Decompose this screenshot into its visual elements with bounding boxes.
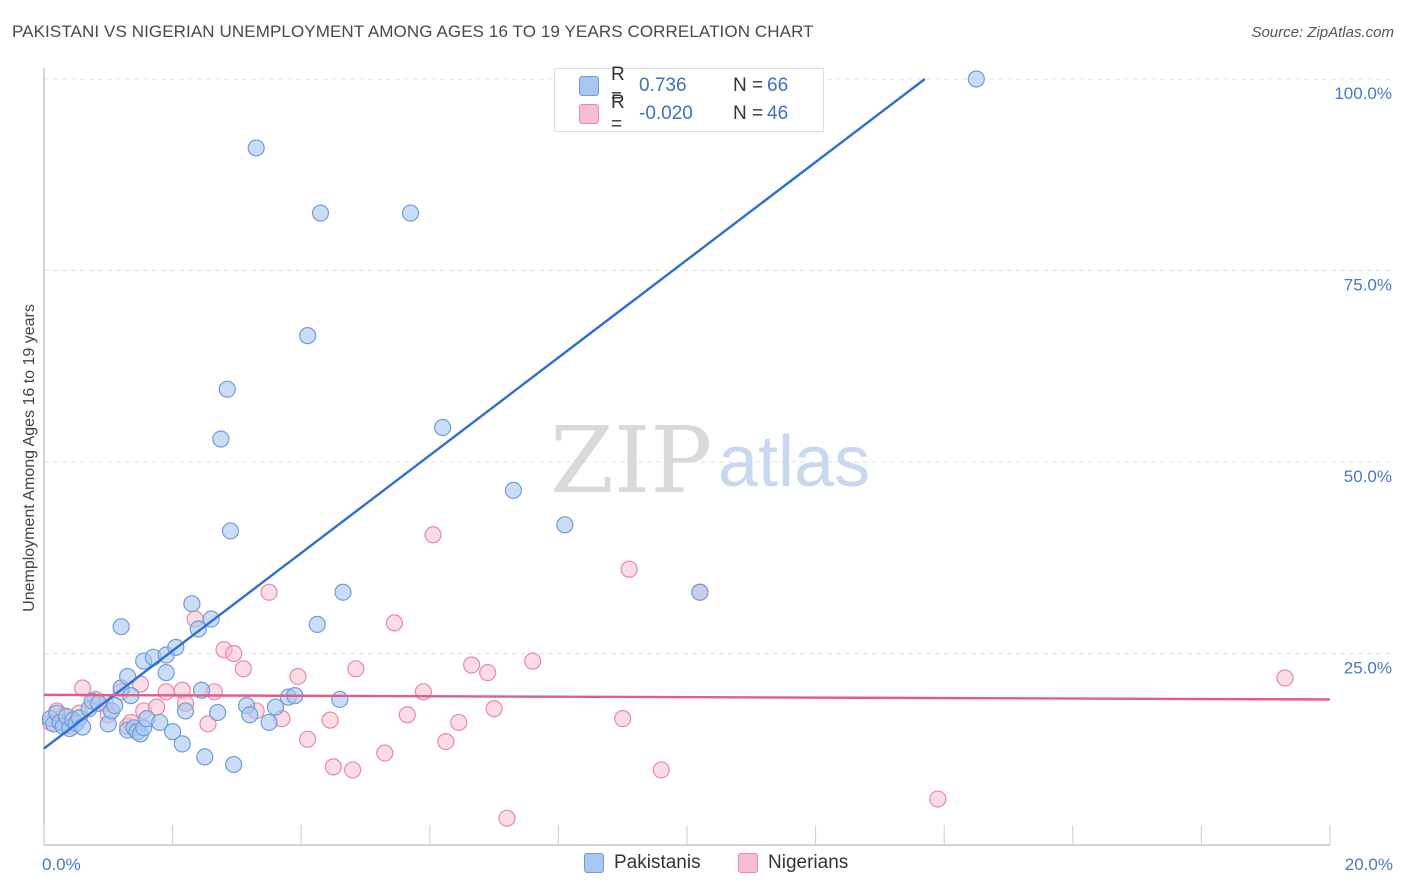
legend-n-label: N = — [733, 103, 764, 124]
nigerian-point — [524, 652, 542, 670]
bottom-legend-nigerians[interactable]: Nigerians — [738, 852, 848, 874]
pakistani-point — [266, 698, 285, 716]
nigerian-point — [485, 700, 503, 718]
y-axis-title: Unemployment Among Ages 16 to 19 years — [21, 304, 38, 612]
bottom-legend-pakistanis[interactable]: Pakistanis — [584, 852, 701, 874]
nigerians-label: Nigerians — [768, 852, 849, 873]
watermark: ZIP atlas — [550, 407, 870, 514]
nigerian-point — [424, 526, 442, 544]
legend-swatch-nigerians — [579, 104, 599, 124]
watermark-atlas: atlas — [718, 422, 870, 502]
pakistani-point — [73, 718, 92, 736]
pakistanis-swatch — [584, 853, 604, 873]
correlation-legend: R = 0.736 N = 66 R = -0.020 N = 46 — [554, 64, 824, 135]
pakistani-point — [112, 618, 130, 636]
nigerian-point — [498, 809, 516, 827]
pakistani-point — [106, 696, 124, 715]
legend-r-label: R = — [611, 64, 625, 107]
pakistani-point — [221, 522, 240, 540]
legend-n-label: N = — [733, 75, 764, 96]
nigerian-point — [299, 730, 317, 748]
pakistani-point — [176, 702, 195, 720]
legend-row-nigerians: R = -0.020 N = 46 — [579, 92, 789, 135]
pakistani-point — [401, 204, 420, 222]
pakistani-trend-line — [43, 78, 926, 750]
pakistani-point — [331, 690, 349, 709]
y-tick-label: 25.0% — [1344, 659, 1392, 678]
legend-swatch-pakistanis — [579, 76, 599, 96]
pakistani-point — [691, 583, 709, 601]
nigerian-point — [225, 644, 243, 663]
pakistani-point — [225, 755, 243, 774]
nigerian-point — [614, 710, 632, 728]
nigerian-point — [385, 614, 404, 632]
pakistani-point — [164, 723, 182, 741]
trend-lines — [43, 78, 1331, 750]
pakistani-point — [241, 706, 259, 724]
nigerian-point — [620, 560, 638, 578]
nigerian-point — [652, 761, 670, 779]
pakistani-point — [209, 703, 227, 722]
nigerian-trend-line — [43, 693, 1331, 701]
nigerians-swatch — [738, 853, 758, 873]
nigerian-point — [450, 713, 468, 732]
nigerian-point — [199, 715, 217, 733]
pakistani-point — [260, 713, 278, 732]
y-tick-label: 75.0% — [1344, 276, 1392, 295]
y-tick-label: 50.0% — [1344, 467, 1392, 486]
pakistani-point — [196, 748, 214, 766]
pakistani-point — [173, 735, 191, 753]
nigerian-point — [321, 711, 339, 729]
pakistani-point — [183, 595, 201, 613]
nigerian-point — [376, 744, 394, 762]
legend-r-value: 0.736 — [639, 75, 687, 96]
nigerian-point — [260, 583, 278, 601]
legend-r-value: -0.020 — [639, 103, 693, 124]
nigerian-point — [1276, 669, 1294, 687]
nigerian-point — [479, 664, 497, 682]
nigerian-point — [234, 660, 252, 678]
pakistani-point — [299, 327, 317, 345]
y-tick-label: 100.0% — [1334, 84, 1392, 103]
pakistani-point — [504, 481, 522, 499]
nigerian-point — [344, 761, 362, 779]
legend-n-value: 46 — [767, 103, 789, 124]
pakistani-point — [212, 430, 230, 448]
pakistani-point — [967, 70, 985, 88]
pakistani-point — [308, 615, 326, 633]
pakistani-point — [556, 516, 574, 534]
pakistani-point — [247, 139, 265, 157]
pakistani-point — [334, 583, 352, 601]
nigerian-point — [289, 667, 307, 686]
nigerian-points — [41, 526, 1294, 827]
watermark-zip: ZIP — [550, 407, 712, 514]
x-tick-label: 20.0% — [1345, 855, 1393, 874]
nigerian-point — [462, 656, 481, 674]
nigerian-point — [929, 790, 947, 808]
legend-r-label: R = — [611, 92, 625, 135]
source-credit: Source: ZipAtlas.com — [1251, 24, 1394, 41]
nigerian-point — [347, 660, 365, 678]
pakistani-point — [218, 380, 236, 398]
pakistani-point — [311, 204, 330, 222]
chart-title: PAKISTANI VS NIGERIAN UNEMPLOYMENT AMONG… — [12, 22, 814, 41]
legend-n-value: 66 — [767, 75, 789, 96]
pakistani-point — [434, 418, 452, 437]
legend-row-pakistanis: R = 0.736 N = 66 — [579, 64, 789, 107]
pakistani-points — [41, 70, 985, 774]
tick-labels: 25.0% 50.0% 75.0% 100.0% 0.0% 20.0% — [42, 84, 1393, 874]
nigerian-point — [437, 732, 455, 751]
nigerian-point — [324, 758, 342, 776]
pakistani-point — [157, 664, 175, 682]
x-tick-label: 0.0% — [42, 855, 81, 874]
nigerian-point — [157, 683, 175, 701]
nigerian-point — [398, 706, 416, 724]
pakistani-point — [151, 713, 169, 732]
pakistanis-label: Pakistanis — [614, 852, 701, 873]
gridlines — [44, 78, 1392, 654]
